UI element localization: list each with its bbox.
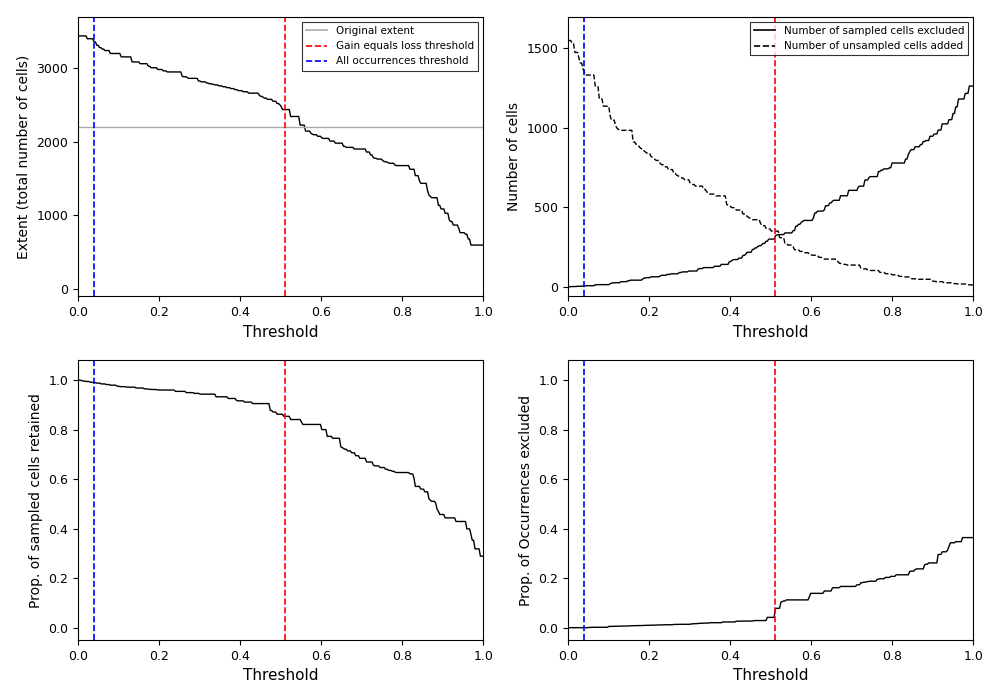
X-axis label: Threshold: Threshold	[733, 325, 808, 340]
Y-axis label: Prop. of sampled cells retained: Prop. of sampled cells retained	[29, 393, 43, 608]
Legend: Original extent, Gain equals loss threshold, All occurrences threshold: Original extent, Gain equals loss thresh…	[302, 22, 478, 71]
Y-axis label: Extent (total number of cells): Extent (total number of cells)	[17, 55, 31, 258]
Legend: Number of sampled cells excluded, Number of unsampled cells added: Number of sampled cells excluded, Number…	[750, 22, 968, 55]
X-axis label: Threshold: Threshold	[733, 668, 808, 683]
X-axis label: Threshold: Threshold	[243, 325, 318, 340]
Y-axis label: Prop. of Occurrences excluded: Prop. of Occurrences excluded	[519, 395, 533, 606]
X-axis label: Threshold: Threshold	[243, 668, 318, 683]
Y-axis label: Number of cells: Number of cells	[507, 102, 521, 211]
